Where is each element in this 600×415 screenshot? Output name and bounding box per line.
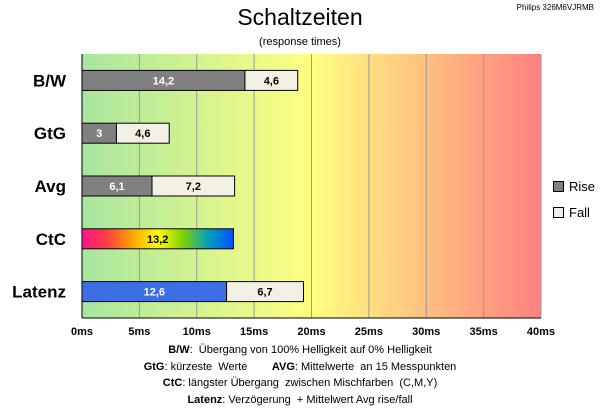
footnote-term: GtG bbox=[143, 360, 165, 373]
bar-value-label: 14,2 bbox=[153, 75, 174, 87]
bar-value-label: 13,2 bbox=[147, 234, 168, 246]
chart-footnotes: B/W: Übergang von 100% Helligkeit auf 0%… bbox=[0, 342, 600, 408]
footnote-term: Latenz bbox=[187, 393, 223, 406]
x-tick-label: 25ms bbox=[355, 326, 383, 338]
footnote-text: : Mittelwerte an 15 Messpunkten bbox=[294, 360, 457, 373]
bar-value-label: 7,2 bbox=[186, 181, 201, 193]
bar-value-label: 12,6 bbox=[144, 287, 165, 299]
category-label: GtG bbox=[34, 124, 66, 143]
chart-subtitle: (response times) bbox=[259, 36, 341, 48]
footnote-term: B/W bbox=[168, 344, 190, 356]
x-tick-label: 35ms bbox=[470, 326, 498, 338]
legend-swatch-rise bbox=[553, 181, 564, 192]
footnote-term: CtC bbox=[162, 377, 183, 389]
footnote-text: : Verzögerung + Mittelwert Avg rise/fall bbox=[222, 393, 413, 406]
legend-item-rise: Rise bbox=[553, 179, 595, 194]
x-tick-label: 5ms bbox=[128, 326, 150, 338]
x-tick-label: 0ms bbox=[71, 326, 93, 338]
legend-item-fall: Fall bbox=[553, 205, 590, 220]
footnote-term: AVG bbox=[271, 360, 295, 373]
bar-value-label: 6,7 bbox=[257, 287, 272, 299]
footnote-line: Latenz: Verzögerung + Mittelwert Avg ris… bbox=[0, 392, 600, 409]
category-label: Latenz bbox=[12, 283, 66, 302]
footnote-line: CtC: längster Übergang zwischen Mischfar… bbox=[0, 375, 600, 392]
x-tick-label: 40ms bbox=[527, 326, 555, 338]
bar-fall bbox=[115, 122, 170, 144]
bar-value-label: 4,6 bbox=[264, 75, 279, 87]
category-label: Avg bbox=[35, 177, 67, 196]
monitor-model: Philips 326M6VJRMB bbox=[516, 3, 594, 12]
x-tick-label: 10ms bbox=[183, 326, 211, 338]
x-tick-label: 15ms bbox=[240, 326, 268, 338]
bar-fall bbox=[226, 281, 304, 303]
footnote-line: B/W: Übergang von 100% Helligkeit auf 0%… bbox=[0, 342, 600, 359]
footnote-text: : Übergang von 100% Helligkeit auf 0% He… bbox=[189, 344, 432, 356]
bar-fall bbox=[151, 175, 236, 197]
category-label: CtC bbox=[36, 230, 66, 249]
bar-value-label: 6,1 bbox=[109, 181, 124, 193]
legend-swatch-fall bbox=[553, 207, 564, 218]
bar-value-label: 3 bbox=[96, 128, 102, 140]
legend-label-rise: Rise bbox=[569, 179, 596, 194]
x-tick-label: 30ms bbox=[412, 326, 440, 338]
bar-fall bbox=[244, 69, 299, 91]
footnote-text: : kürzeste Werte bbox=[164, 360, 272, 373]
bar-value-label: 4,6 bbox=[135, 128, 150, 140]
legend-label-fall: Fall bbox=[569, 205, 590, 220]
x-tick-label: 20ms bbox=[297, 326, 325, 338]
category-label: B/W bbox=[33, 71, 67, 90]
footnote-line: GtG: kürzeste Werte AVG: Mittelwerte an … bbox=[0, 359, 600, 376]
chart-title: Schaltzeiten bbox=[237, 4, 363, 30]
bar-rise bbox=[81, 228, 234, 250]
footnote-text: : längster Übergang zwischen Mischfarben… bbox=[182, 377, 438, 389]
